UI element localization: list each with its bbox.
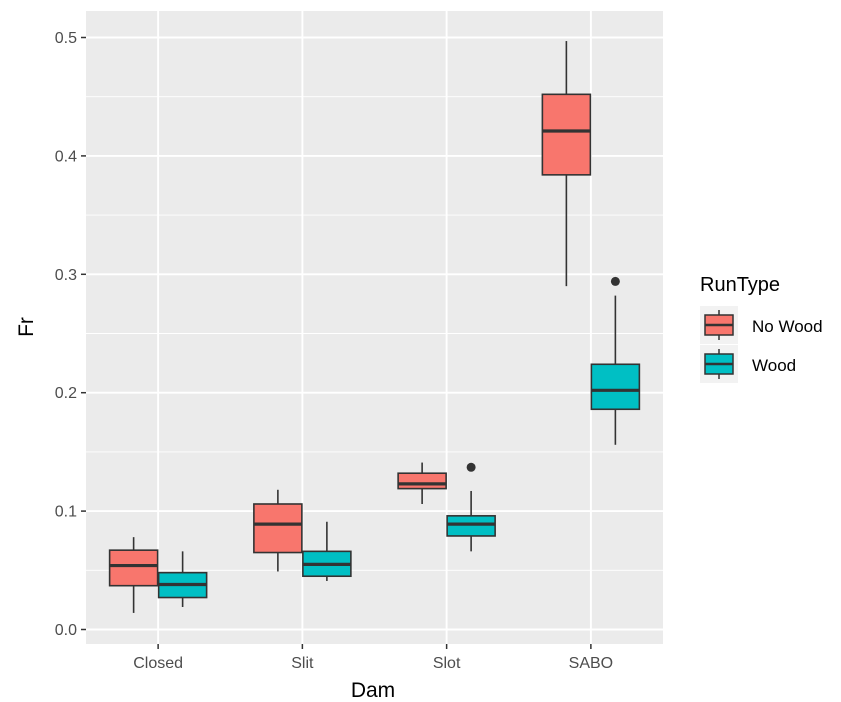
box-no-wood-slit: [253, 489, 303, 572]
box-body: [397, 472, 447, 490]
legend-label: No Wood: [752, 317, 823, 336]
box-body: [541, 93, 592, 176]
legend-title: RunType: [700, 274, 780, 296]
box-no-wood-sabo: [541, 41, 592, 287]
x-tick-label: Closed: [133, 655, 183, 672]
legend: RunType No Wood Wood: [700, 274, 823, 383]
box-body: [446, 515, 496, 537]
y-tick-label: 0.1: [55, 504, 77, 521]
x-tick-label: Slot: [433, 655, 461, 672]
box-no-wood-slot: [397, 462, 447, 504]
box-wood-slit: [302, 521, 352, 581]
x-tick-label: Slit: [291, 655, 314, 672]
outlier-point: [610, 276, 620, 286]
legend-item-wood: Wood: [700, 345, 796, 383]
x-axis-title: Dam: [351, 679, 395, 702]
y-tick-label: 0.3: [55, 267, 77, 284]
y-axis: 0.0 0.1 0.2 0.3 0.4 0.5: [55, 30, 86, 639]
y-axis-title: Fr: [15, 317, 38, 337]
box-body: [108, 549, 159, 587]
box-wood-sabo: [590, 276, 641, 445]
box-wood-closed: [157, 551, 208, 608]
outlier-point: [466, 462, 476, 472]
x-tick-label: SABO: [569, 655, 613, 672]
box-body: [590, 363, 641, 411]
legend-label: Wood: [752, 356, 796, 375]
y-tick-label: 0.4: [55, 148, 77, 165]
box-no-wood-closed: [108, 537, 159, 613]
boxes: [108, 41, 641, 613]
y-tick-label: 0.0: [55, 622, 77, 639]
box-body: [253, 503, 303, 554]
y-tick-label: 0.5: [55, 30, 77, 47]
y-tick-label: 0.2: [55, 385, 77, 402]
x-axis: Closed Slit Slot SABO: [133, 644, 613, 672]
box-wood-slot: [446, 462, 496, 552]
legend-item-no-wood: No Wood: [700, 306, 823, 344]
